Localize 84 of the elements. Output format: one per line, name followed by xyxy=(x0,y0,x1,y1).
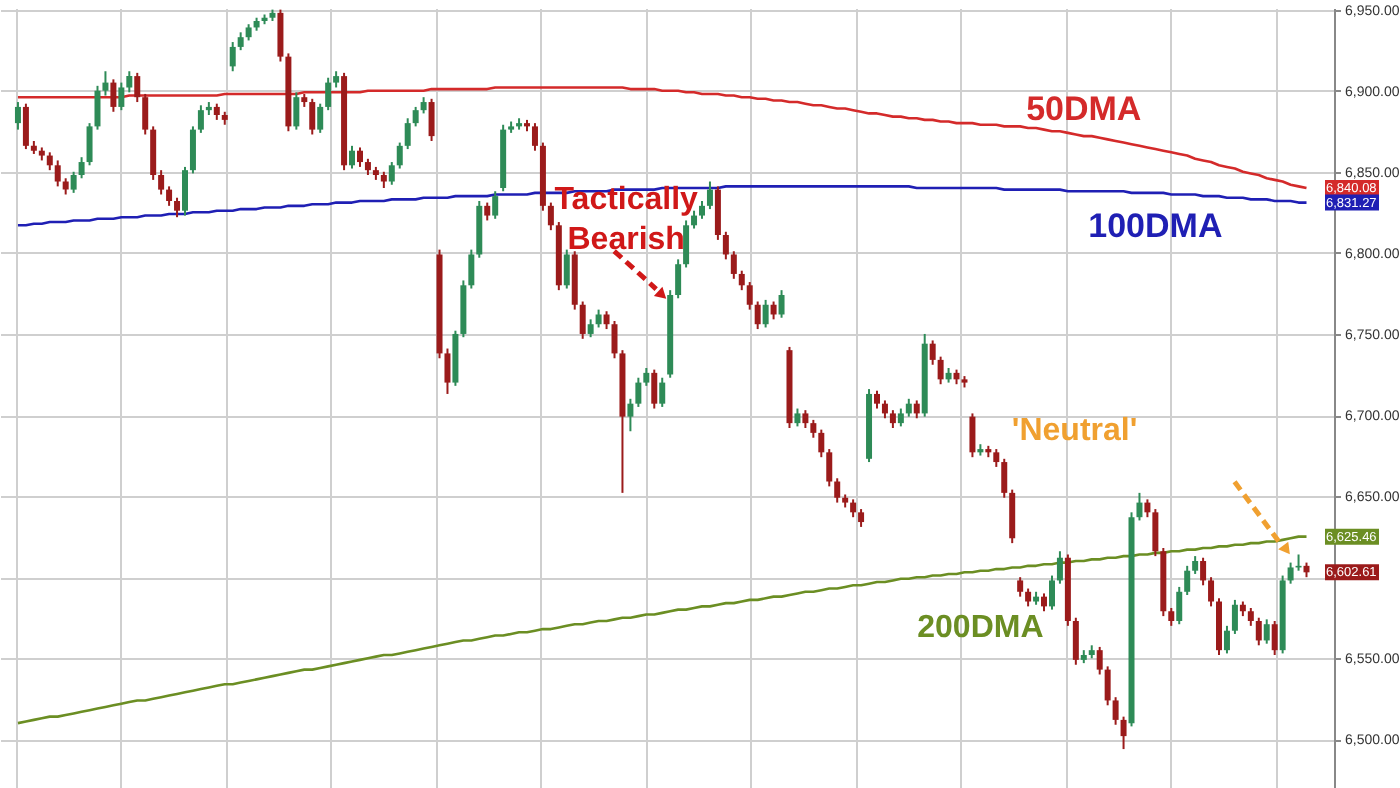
candlestick xyxy=(118,81,125,112)
candlestick xyxy=(197,104,204,134)
candlestick xyxy=(1104,665,1111,707)
candlestick xyxy=(293,91,300,131)
candlestick xyxy=(102,70,109,97)
candlestick xyxy=(969,412,976,459)
candlestick xyxy=(1231,598,1238,635)
candlestick xyxy=(762,298,769,329)
candlestick xyxy=(937,355,944,386)
candlestick xyxy=(778,289,785,319)
candlestick xyxy=(1009,488,1016,545)
candlestick xyxy=(547,201,554,232)
annotation: Tactically Bearish xyxy=(554,183,699,258)
candlestick xyxy=(428,97,435,142)
candlestick xyxy=(579,300,586,340)
candlestick xyxy=(675,258,682,300)
candlestick xyxy=(746,281,753,311)
candlestick xyxy=(388,161,395,186)
candlestick xyxy=(468,248,475,290)
candlestick xyxy=(738,269,745,292)
candlestick xyxy=(70,170,77,194)
candlestick xyxy=(1223,624,1230,655)
candlestick xyxy=(754,300,761,331)
candlestick xyxy=(14,101,21,131)
candlestick xyxy=(651,368,658,410)
candlestick xyxy=(1001,457,1008,499)
series-label: 50DMA xyxy=(1026,90,1142,129)
candlestick xyxy=(54,159,61,188)
candlestick xyxy=(181,165,188,217)
candlestick xyxy=(1096,645,1103,676)
candlestick xyxy=(412,105,419,128)
candlestick xyxy=(563,248,570,290)
candlestick xyxy=(1271,619,1278,657)
candlestick xyxy=(722,230,729,261)
candlestick xyxy=(134,71,141,104)
annotation: 'Neutral' xyxy=(1011,413,1138,448)
series-label: 100DMA xyxy=(1088,206,1223,245)
candlestick xyxy=(126,70,133,94)
candlestick xyxy=(1017,576,1024,598)
candlestick xyxy=(356,146,363,168)
candlestick xyxy=(150,125,157,181)
candlestick xyxy=(683,219,690,269)
candlestick xyxy=(1176,585,1183,626)
candlestick xyxy=(1200,556,1207,587)
candlestick xyxy=(1120,715,1127,751)
candlestick xyxy=(158,169,165,196)
candlestick xyxy=(531,122,538,152)
candlestick xyxy=(166,185,173,207)
candlestick xyxy=(1184,564,1191,597)
candlestick xyxy=(174,196,181,219)
candlestick xyxy=(1056,550,1063,585)
candlestick xyxy=(1072,616,1079,666)
candlestick xyxy=(635,376,642,408)
candlestick xyxy=(317,102,324,134)
candlestick xyxy=(404,117,411,151)
candlestick xyxy=(110,78,117,113)
candlestick xyxy=(1263,618,1270,645)
candlestick xyxy=(929,339,936,366)
candlestick xyxy=(229,41,236,73)
series-label: 200DMA xyxy=(917,610,1045,645)
candlestick xyxy=(492,190,499,220)
candlestick xyxy=(834,477,841,504)
candlestick xyxy=(396,141,403,170)
candlestick xyxy=(730,250,737,280)
candlestick xyxy=(1048,574,1055,611)
candlestick xyxy=(659,376,666,408)
candlestick xyxy=(277,8,284,63)
candlestick xyxy=(706,180,713,211)
candlestick xyxy=(1255,616,1262,647)
candlestick xyxy=(1208,576,1215,608)
candlestick xyxy=(1152,508,1159,558)
candlestick xyxy=(142,92,149,136)
candlestick xyxy=(1287,561,1294,585)
candlestick xyxy=(189,125,196,175)
candlestick xyxy=(22,102,29,151)
candlestick xyxy=(309,97,316,136)
candlestick xyxy=(78,156,85,180)
candlestick xyxy=(349,144,356,170)
candlestick xyxy=(325,76,332,112)
candlestick xyxy=(714,185,721,241)
candlestick xyxy=(818,428,825,459)
candlestick xyxy=(627,397,634,433)
candlestick xyxy=(826,448,833,488)
candlestick xyxy=(1112,696,1119,726)
